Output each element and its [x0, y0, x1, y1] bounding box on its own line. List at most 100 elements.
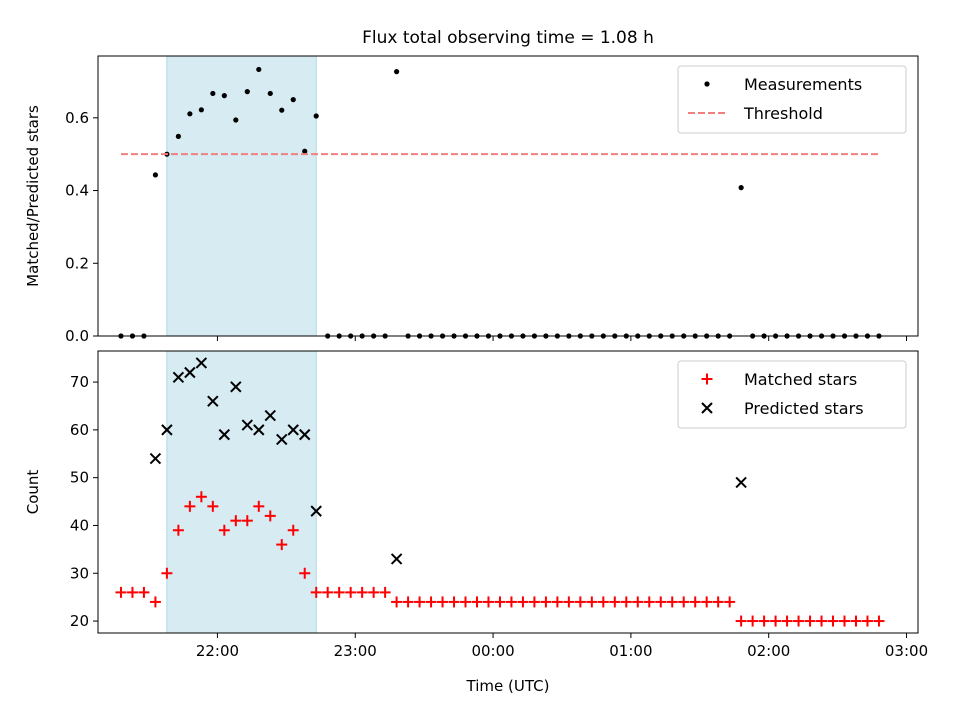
measurement-point [302, 148, 308, 154]
measurement-point [290, 97, 296, 103]
matched-stars-point [195, 491, 207, 503]
matched-stars-point [712, 596, 724, 608]
matched-stars-point [678, 596, 690, 608]
matched-stars-point [437, 596, 449, 608]
matched-stars-point [482, 596, 494, 608]
legend-label: Predicted stars [744, 399, 864, 418]
matched-stars-point [333, 586, 345, 598]
legend-swatch [701, 402, 713, 414]
top-panel-x-ticks [216, 336, 908, 341]
top-panel-highlight-span [166, 55, 317, 337]
legend-box [677, 360, 907, 429]
matched-stars-point [287, 524, 299, 536]
measurement-point [210, 90, 216, 97]
predicted-stars-point [276, 433, 288, 446]
measurement-point [267, 90, 273, 97]
matched-stars-point [299, 567, 311, 579]
predicted-stars-point [172, 371, 185, 383]
predicted-stars-point [161, 424, 173, 436]
matched-stars-point [460, 596, 472, 608]
top-panel-y-ticks: 0.0 0.2 0.4 0.6 [65, 109, 98, 345]
measurement-point [152, 172, 159, 178]
x-tick-label: 22:00 [196, 642, 239, 660]
matched-stars-point [563, 596, 575, 608]
matched-stars-point [149, 596, 161, 608]
measurement-point [279, 107, 285, 113]
measurement-point [738, 185, 744, 191]
chart-title: Flux total observing time = 1.08 h [362, 28, 654, 48]
matched-stars-point [838, 615, 850, 627]
legend-swatch [701, 373, 713, 385]
predicted-stars-point [241, 419, 254, 431]
predicted-stars-point [149, 452, 162, 465]
measurement-point [256, 66, 262, 73]
predicted-stars-point [253, 424, 265, 436]
y-tick-label: 0.0 [65, 327, 89, 345]
legend-box [677, 65, 907, 134]
measurement-point [313, 113, 319, 119]
measurement-point [221, 93, 227, 99]
matched-stars-point [850, 615, 862, 627]
matched-stars-point [609, 596, 621, 608]
matched-stars-point [620, 596, 632, 608]
predicted-stars-point [310, 505, 322, 517]
bottom-panel-x-axis-label: Time (UTC) [466, 677, 550, 695]
legend-swatch [704, 81, 710, 87]
matched-stars-point [126, 586, 138, 598]
matched-stars-point [345, 586, 357, 598]
matched-stars-point [551, 596, 563, 608]
measurement-point [187, 111, 193, 117]
matched-stars-point [471, 596, 483, 608]
matched-stars-point [391, 596, 403, 608]
measurement-point [198, 107, 204, 113]
matched-stars-point [310, 586, 322, 598]
matched-stars-point [230, 515, 242, 527]
matched-stars-point [276, 539, 288, 551]
matched-stars-point [701, 596, 713, 608]
matched-stars-point [540, 596, 552, 608]
x-tick-label: 02:00 [747, 642, 790, 660]
matched-stars-point [241, 515, 253, 527]
x-tick-label: 01:00 [609, 642, 652, 660]
bottom-panel-highlight-span [166, 350, 317, 634]
y-tick-label: 50 [70, 469, 89, 487]
legend-label: Measurements [744, 75, 862, 94]
matched-stars-point [781, 615, 793, 627]
matched-stars-point [758, 615, 770, 627]
legend-label: Threshold [743, 104, 823, 123]
measurement-point [393, 69, 400, 75]
matched-stars-point [494, 596, 506, 608]
matched-stars-point [505, 596, 517, 608]
observing-time-span [166, 55, 317, 337]
y-tick-label: 20 [70, 612, 89, 630]
matched-stars-point [517, 596, 529, 608]
matched-stars-point [253, 500, 265, 512]
x-tick-label: 23:00 [334, 642, 377, 660]
predicted-stars-point [195, 357, 208, 369]
matched-stars-point [115, 586, 127, 598]
matched-stars-point [770, 615, 782, 627]
matched-stars-point [747, 615, 759, 627]
matched-stars-point [666, 596, 678, 608]
predicted-stars-point [735, 476, 747, 489]
matched-stars-point [816, 615, 828, 627]
predicted-stars-point [207, 395, 219, 407]
matched-stars-point [586, 596, 598, 608]
matched-stars-point [184, 500, 196, 512]
matched-stars-point [804, 615, 816, 627]
matched-stars-point [322, 586, 334, 598]
matched-stars-point [689, 596, 701, 608]
top-panel-legend: Measurements Threshold [677, 65, 907, 134]
top-panel: 0.0 0.2 0.4 0.6 Matched/Predicted stars Mea… [24, 55, 919, 345]
bottom-panel: 22:00 23:00 00:00 01:00 02:00 03:00 20 30 40 50 6… [24, 350, 928, 695]
matched-stars-point [861, 615, 873, 627]
y-tick-label: 40 [70, 516, 89, 534]
bottom-panel-y-ticks: 20 30 40 50 60 70 [70, 373, 98, 630]
x-tick-label: 03:00 [885, 642, 928, 660]
observing-time-span [166, 350, 317, 634]
matched-stars-point [264, 510, 276, 522]
predicted-stars-point [230, 381, 242, 393]
y-tick-label: 0.4 [65, 182, 89, 200]
matched-stars-point [827, 615, 839, 627]
matched-stars-point [873, 615, 885, 627]
